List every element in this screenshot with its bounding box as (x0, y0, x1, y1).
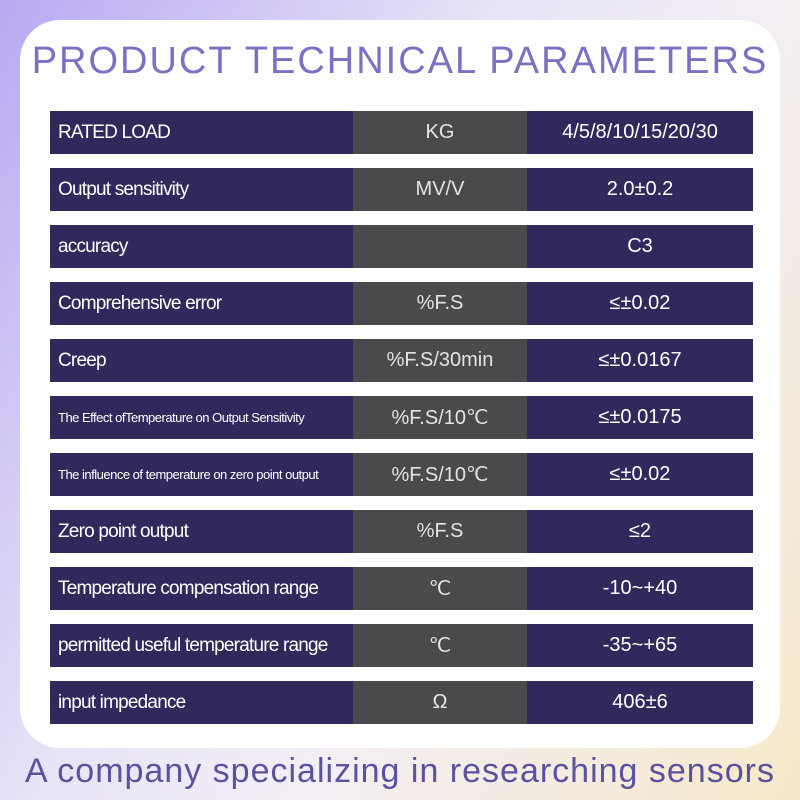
unit-cell: %F.S/10℃ (353, 453, 527, 496)
value-cell: ≤±0.0167 (527, 339, 753, 382)
parameter-cell: RATED LOAD (50, 111, 353, 154)
unit-cell: %F.S (353, 282, 527, 325)
parameter-cell: input impedance (50, 681, 353, 724)
unit-cell: ℃ (353, 624, 527, 667)
parameter-cell: Creep (50, 339, 353, 382)
parameter-cell: permitted useful temperature range (50, 624, 353, 667)
value-cell: ≤±0.02 (527, 282, 753, 325)
value-cell: 2.0±0.2 (527, 168, 753, 211)
footer: A company specializing in researching se… (25, 752, 775, 790)
value-cell: ≤±0.02 (527, 453, 753, 496)
parameter-cell: The Effect ofTemperature on Output Sensi… (50, 396, 353, 439)
table-row: permitted useful temperature range ℃ -35~+… (50, 624, 753, 667)
unit-cell (353, 225, 527, 268)
value-cell: C3 (527, 225, 753, 268)
value-cell: -35~+65 (527, 624, 753, 667)
parameter-cell: accuracy (50, 225, 353, 268)
unit-cell: KG (353, 111, 527, 154)
unit-cell: %F.S (353, 510, 527, 553)
table-row: Comprehensive error %F.S ≤±0.02 (50, 282, 753, 325)
unit-cell: Ω (353, 681, 527, 724)
parameter-cell: Output sensitivity (50, 168, 353, 211)
value-cell: -10~+40 (527, 567, 753, 610)
unit-cell: %F.S/10℃ (353, 396, 527, 439)
table-row: The Effect ofTemperature on Output Sensi… (50, 396, 753, 439)
parameter-cell: Zero point output (50, 510, 353, 553)
unit-cell: ℃ (353, 567, 527, 610)
table-row: Temperature compensation range ℃ -10~+40 (50, 567, 753, 610)
title: PRODUCT TECHNICAL PARAMETERS (31, 40, 769, 82)
table-row: accuracy C3 (50, 225, 753, 268)
unit-cell: MV/V (353, 168, 527, 211)
parameter-cell: The influence of temperature on zero poi… (50, 453, 353, 496)
unit-cell: %F.S/30min (353, 339, 527, 382)
table-row: Creep %F.S/30min ≤±0.0167 (50, 339, 753, 382)
value-cell: 406±6 (527, 681, 753, 724)
value-cell: ≤±0.0175 (527, 396, 753, 439)
table-row: RATED LOAD KG 4/5/8/10/15/20/30 (50, 111, 753, 154)
parameter-cell: Temperature compensation range (50, 567, 353, 610)
value-cell: 4/5/8/10/15/20/30 (527, 111, 753, 154)
table-row: Zero point output %F.S ≤2 (50, 510, 753, 553)
table-row: Output sensitivity MV/V 2.0±0.2 (50, 168, 753, 211)
table-row: input impedance Ω 406±6 (50, 681, 753, 724)
table-row: The influence of temperature on zero poi… (50, 453, 753, 496)
parameter-cell: Comprehensive error (50, 282, 353, 325)
value-cell: ≤2 (527, 510, 753, 553)
